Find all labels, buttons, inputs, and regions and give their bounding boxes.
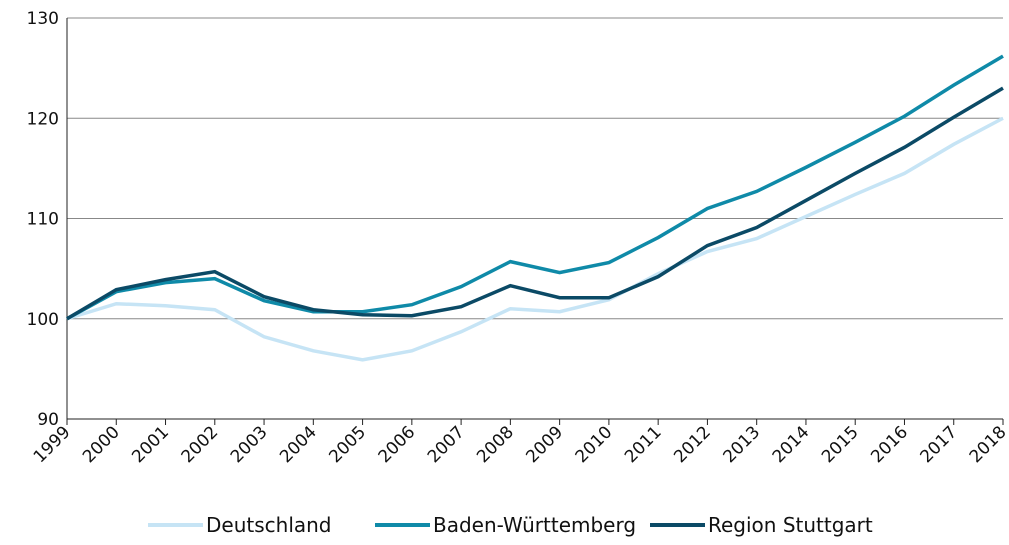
line	[66, 116, 1004, 362]
legend-label: Baden-Württemberg	[433, 513, 636, 537]
x-tick-label: 2001	[128, 422, 173, 467]
x-tick-label: 2004	[276, 422, 321, 467]
x-tick-label: 2000	[79, 422, 124, 467]
x-tick-label: 2003	[227, 422, 272, 467]
x-tick-label: 2016	[867, 422, 912, 467]
y-tick-label: 120	[27, 109, 59, 129]
x-tick-label: 2007	[424, 422, 469, 467]
line	[66, 86, 1004, 321]
line	[66, 54, 1004, 321]
y-tick-label: 90	[37, 410, 59, 430]
x-tick-label: 2013	[719, 422, 764, 467]
x-tick-label: 2011	[621, 422, 666, 467]
y-tick-label: 110	[27, 210, 59, 230]
x-tick-label: 2015	[818, 422, 863, 467]
x-tick-label: 2009	[522, 422, 567, 467]
x-tick-label: 2002	[178, 422, 223, 467]
legend-label: Region Stuttgart	[708, 513, 873, 537]
legend-label: Deutschland	[206, 513, 332, 537]
x-tick-label: 2017	[917, 422, 962, 467]
x-tick-label: 2010	[572, 422, 617, 467]
x-tick-label: 2006	[375, 422, 420, 467]
y-tick-label: 130	[27, 9, 59, 29]
x-tick-label: 2008	[473, 422, 518, 467]
x-tick-label: 2005	[325, 422, 370, 467]
x-tick-label: 2018	[966, 422, 1009, 467]
x-tick-label: 2014	[769, 422, 814, 467]
x-tick-label: 2012	[670, 422, 715, 467]
y-tick-label: 100	[27, 310, 59, 330]
